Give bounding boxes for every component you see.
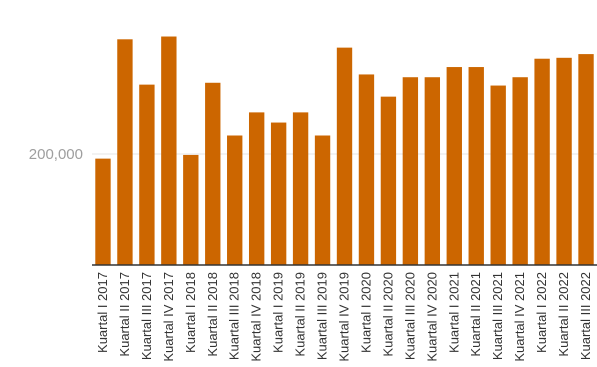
x-tick-label: Kuartal III 2022 (578, 272, 593, 360)
bar (139, 84, 155, 266)
x-tick-label: Kuartal I 2018 (183, 272, 198, 353)
bar (292, 112, 309, 266)
bar (468, 67, 484, 265)
x-tick-label: Kuartal I 2021 (446, 272, 461, 353)
x-tick-label: Kuartal IV 2017 (161, 272, 176, 362)
bar (183, 154, 199, 265)
bar (117, 39, 133, 265)
bar (270, 122, 287, 265)
x-tick-label: Kuartal I 2019 (271, 272, 286, 353)
bar (358, 74, 375, 265)
y-tick-label: 200,000 (29, 146, 83, 163)
bars (95, 36, 594, 266)
bar (227, 135, 243, 265)
bar (95, 158, 111, 266)
x-tick-label: Kuartal III 2019 (315, 272, 330, 360)
bar (336, 47, 353, 266)
bar (534, 58, 550, 265)
x-tick-label: Kuartal IV 2018 (249, 272, 264, 362)
x-tick-label: Kuartal IV 2019 (337, 272, 352, 362)
x-tick-label: Kuartal III 2018 (227, 272, 242, 360)
bar (248, 112, 265, 266)
x-tick-label: Kuartal I 2020 (358, 272, 373, 353)
bar (424, 77, 441, 265)
bar (161, 36, 177, 265)
y-axis-ticks: 200,000 (29, 146, 83, 163)
x-axis-ticks: Kuartal I 2017 Kuartal II 2017 Kuartal III… (95, 272, 593, 362)
x-tick-label: Kuartal II 2021 (468, 272, 483, 357)
bar (512, 77, 528, 265)
x-tick-label: Kuartal II 2020 (380, 272, 395, 357)
bar (314, 135, 331, 265)
bar (380, 96, 397, 266)
x-tick-label: Kuartal IV 2021 (512, 272, 527, 362)
bar (402, 77, 419, 265)
bar (205, 82, 221, 266)
x-tick-label: Kuartal I 2022 (534, 272, 549, 353)
x-tick-label: Kuartal III 2017 (139, 272, 154, 360)
bar (578, 54, 594, 265)
x-tick-label: Kuartal I 2017 (95, 272, 110, 353)
x-tick-label: Kuartal III 2021 (490, 272, 505, 360)
bar (556, 57, 572, 265)
x-tick-label: Kuartal II 2022 (556, 272, 571, 357)
x-tick-label: Kuartal II 2017 (117, 272, 132, 357)
bar (446, 67, 462, 265)
x-tick-label: Kuartal II 2019 (293, 272, 308, 357)
x-tick-label: Kuartal IV 2020 (424, 272, 439, 362)
bar (490, 85, 506, 265)
x-tick-label: Kuartal II 2018 (205, 272, 220, 357)
x-tick-label: Kuartal III 2020 (402, 272, 417, 360)
